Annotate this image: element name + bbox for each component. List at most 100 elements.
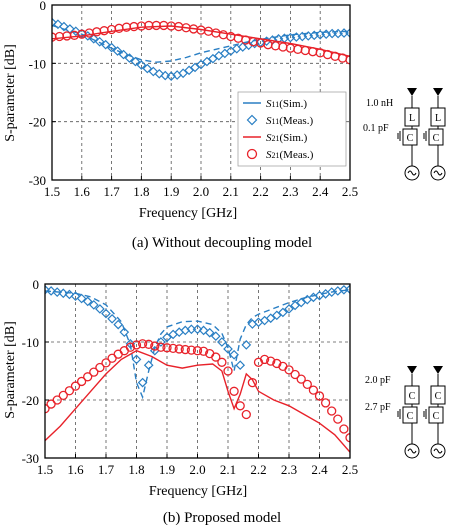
data-point-circle (259, 354, 270, 365)
x-tick-label: 2.0 (193, 184, 209, 199)
top-component-value: 1.0 nH (366, 98, 393, 109)
y-axis-label: S-parameter [dB] (3, 44, 18, 142)
x-tick-label: 1.7 (103, 184, 120, 199)
y-tick-label: -10 (29, 56, 46, 71)
x-tick-label: 1.6 (67, 462, 84, 477)
data-point-diamond (210, 331, 221, 342)
data-point-circle (52, 395, 62, 405)
element-label-top: C (435, 391, 442, 402)
element-label-shunt: C (433, 133, 440, 144)
data-point-circle (345, 55, 350, 65)
sine-wave-icon (407, 448, 417, 454)
element-box-shunt (428, 406, 444, 424)
sine-wave-icon (433, 170, 443, 176)
data-point-circle (229, 386, 239, 396)
data-point-circle (45, 404, 50, 414)
data-point-circle (92, 27, 102, 37)
series-layer (52, 17, 350, 82)
data-point-diamond (94, 36, 105, 47)
data-point-diamond (70, 26, 81, 37)
legend-label: S11(Sim.) (266, 98, 307, 110)
data-point-circle (235, 401, 245, 411)
x-tick-label: 2.4 (311, 462, 328, 477)
legend-symbol: S (266, 115, 272, 127)
legend-text: (Sim.) (279, 98, 307, 110)
data-point-diamond (112, 46, 123, 56)
legend-label: S21(Sim.) (266, 132, 308, 144)
data-point-circle (101, 358, 111, 368)
data-point-diamond (136, 60, 147, 70)
port-triangle-icon (407, 366, 417, 374)
chart-panel-a: 1.5 1.6 1.7 1.8 1.9 2.0 2.1 2.2 2.3 2.4 2.5 0 -10 -20… (3, 0, 358, 251)
data-point-diamond (88, 33, 99, 44)
data-point-circle (333, 414, 343, 424)
element-label-shunt: C (433, 411, 440, 422)
data-point-diamond (208, 53, 218, 64)
element-box-shunt (428, 128, 444, 146)
tick-labels: 1.5 1.6 1.7 1.8 1.9 2.0 2.1 2.2 2.3 2.4 2.5 0 -10 -20… (22, 277, 358, 477)
data-point-diamond (131, 354, 142, 365)
circuit-branch: CC (397, 366, 420, 459)
data-point-circle (337, 53, 348, 63)
x-tick-label: 1.8 (133, 184, 149, 199)
data-point-circle (58, 390, 68, 401)
data-point-diamond (204, 327, 215, 338)
data-point-diamond (196, 59, 206, 70)
port-triangle-icon (407, 88, 417, 96)
data-point-circle (308, 385, 319, 395)
caption-b: (b) Proposed model (163, 510, 281, 526)
series-clip-group (45, 284, 350, 453)
data-point-diamond (296, 297, 307, 308)
caption-a: (a) Without decoupling model (132, 235, 312, 251)
element-label-shunt: C (407, 411, 414, 422)
bottom-component-value: 2.7 pF (365, 402, 391, 413)
data-point-circle (114, 23, 124, 33)
data-point-circle (322, 49, 333, 60)
data-point-diamond (278, 307, 288, 318)
data-point-circle (95, 362, 105, 373)
legend-subscript: 21 (272, 134, 280, 143)
port-triangle-icon (433, 366, 443, 374)
element-label-top: L (435, 113, 441, 124)
legend-symbol: S (266, 149, 272, 161)
data-point-diamond (190, 62, 200, 73)
data-point-diamond (235, 360, 246, 371)
data-point-circle (308, 47, 318, 57)
x-tick-label: 2.1 (220, 462, 236, 477)
element-box-shunt (402, 128, 418, 146)
data-point-diamond (52, 287, 63, 297)
sine-wave-icon (407, 170, 417, 176)
data-point-circle (64, 386, 75, 396)
data-point-circle (76, 376, 87, 387)
circuit-branch: LC (423, 88, 446, 181)
x-tick-label: 2.5 (342, 184, 358, 199)
grid-lines (45, 284, 350, 458)
data-point-circle (186, 345, 197, 355)
data-point-circle (131, 340, 142, 350)
x-tick-label: 1.5 (37, 462, 53, 477)
data-point-diamond (119, 327, 130, 337)
data-point-diamond (118, 49, 129, 60)
series-clip-group (52, 17, 350, 82)
element-box-shunt (402, 406, 418, 424)
data-point-diamond (223, 344, 233, 354)
data-point-diamond (106, 42, 117, 53)
data-point-circle (168, 343, 178, 354)
data-point-circle (54, 31, 65, 42)
data-point-diamond (162, 332, 172, 343)
data-point-diamond (156, 337, 166, 347)
x-tick-label: 1.6 (74, 184, 91, 199)
y-tick-label: 0 (33, 277, 40, 292)
data-point-circle (296, 374, 306, 384)
data-point-circle (218, 30, 229, 40)
data-point-circle (174, 344, 184, 354)
x-axis-label: Frequency [GHz] (149, 484, 247, 499)
data-point-diamond (345, 284, 350, 295)
data-point-circle (339, 424, 349, 434)
data-point-circle (302, 379, 312, 389)
y-tick-label: -20 (29, 115, 46, 130)
data-point-circle (330, 51, 340, 61)
data-point-diamond (124, 53, 135, 63)
data-point-circle (247, 377, 258, 388)
